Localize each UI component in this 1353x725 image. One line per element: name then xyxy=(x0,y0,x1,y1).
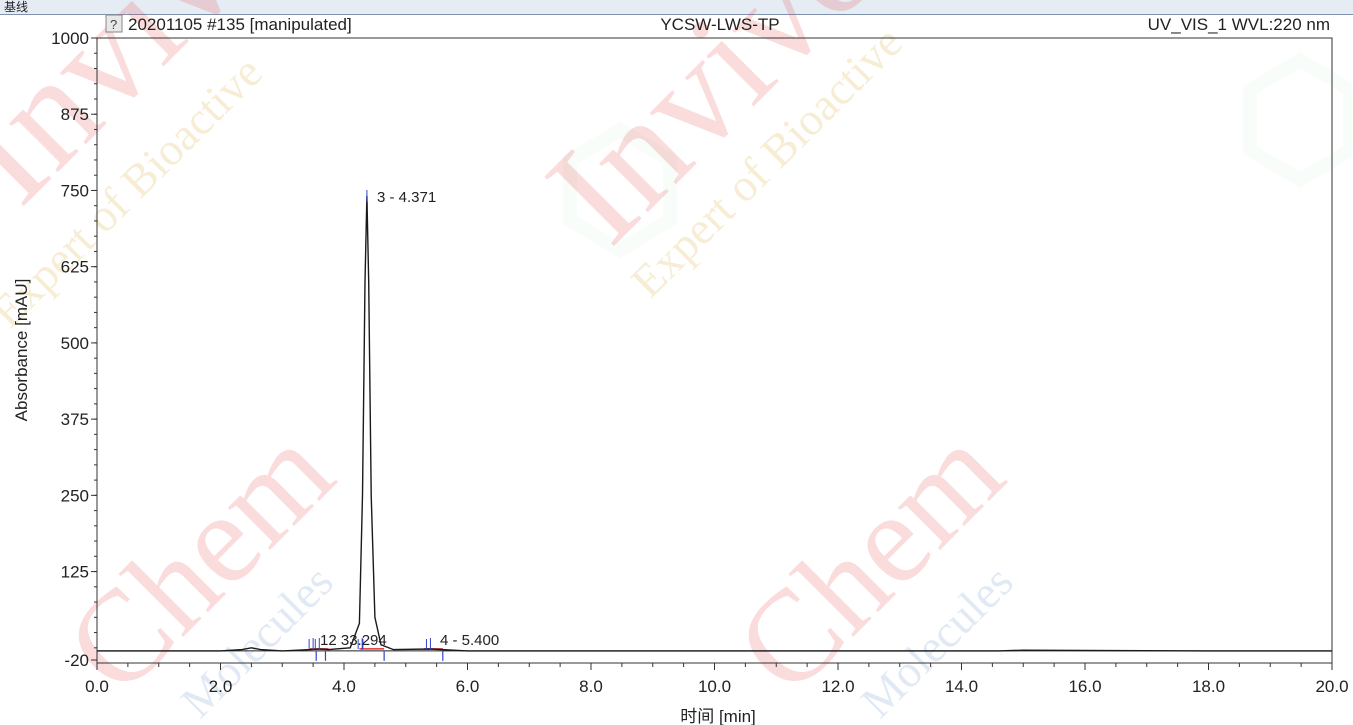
channel-name: UV_VIS_1 WVL:220 nm xyxy=(1148,15,1330,34)
x-tick-label: 16.0 xyxy=(1068,677,1101,696)
window-title-bar: 基线 xyxy=(0,0,1353,15)
x-tick-label: 14.0 xyxy=(945,677,978,696)
peak-label-4: 4 - 5.400 xyxy=(440,632,499,649)
x-tick-label: 6.0 xyxy=(456,677,480,696)
x-tick-label: 20.0 xyxy=(1315,677,1348,696)
y-tick-label: 1000 xyxy=(51,29,89,48)
y-tick-label: 875 xyxy=(61,105,89,124)
watermark-hexagon-right xyxy=(1250,60,1350,180)
x-tick-label: 0.0 xyxy=(85,677,109,696)
x-tick-label: 2.0 xyxy=(209,677,233,696)
sample-name: 20201105 #135 [manipulated] xyxy=(128,15,352,34)
chart-header: ? 20201105 #135 [manipulated] YCSW-LWS-T… xyxy=(105,14,1330,34)
peak-label-3: 3 - 4.371 xyxy=(377,189,436,206)
series-line xyxy=(97,195,1332,652)
y-axis: 1000 875 750 625 500 375 250 125 -20 xyxy=(51,29,97,670)
svg-text:?: ? xyxy=(110,17,117,32)
watermark-brand-left: Invivo xyxy=(0,0,320,233)
x-axis-label: 时间 [min] xyxy=(680,707,756,725)
y-tick-label: 625 xyxy=(61,258,89,277)
trace xyxy=(97,195,1332,652)
y-tick-label: 500 xyxy=(61,334,89,353)
question-icon[interactable]: ? xyxy=(105,14,123,33)
x-tick-label: 8.0 xyxy=(579,677,603,696)
y-tick-label: 125 xyxy=(61,563,89,582)
window-title: 基线 xyxy=(4,0,29,14)
y-axis-label: Absorbance [mAU] xyxy=(12,279,31,422)
peak-label-12: 12 33.294 xyxy=(320,632,387,649)
y-tick-label: 375 xyxy=(61,410,89,429)
peak-markers xyxy=(308,189,444,661)
x-tick-label: 12.0 xyxy=(821,677,854,696)
x-tick-label: 4.0 xyxy=(332,677,356,696)
y-tick-label: 750 xyxy=(61,181,89,200)
y-tick-label: 250 xyxy=(61,486,89,505)
x-tick-label: 10.0 xyxy=(698,677,731,696)
x-axis: 0.0 2.0 4.0 6.0 8.0 10.0 12.0 14.0 16.0 18.0 20.0 xyxy=(85,663,1349,696)
x-tick-label: 18.0 xyxy=(1192,677,1225,696)
method-name: YCSW-LWS-TP xyxy=(660,15,779,34)
y-tick-label: -20 xyxy=(64,651,89,670)
